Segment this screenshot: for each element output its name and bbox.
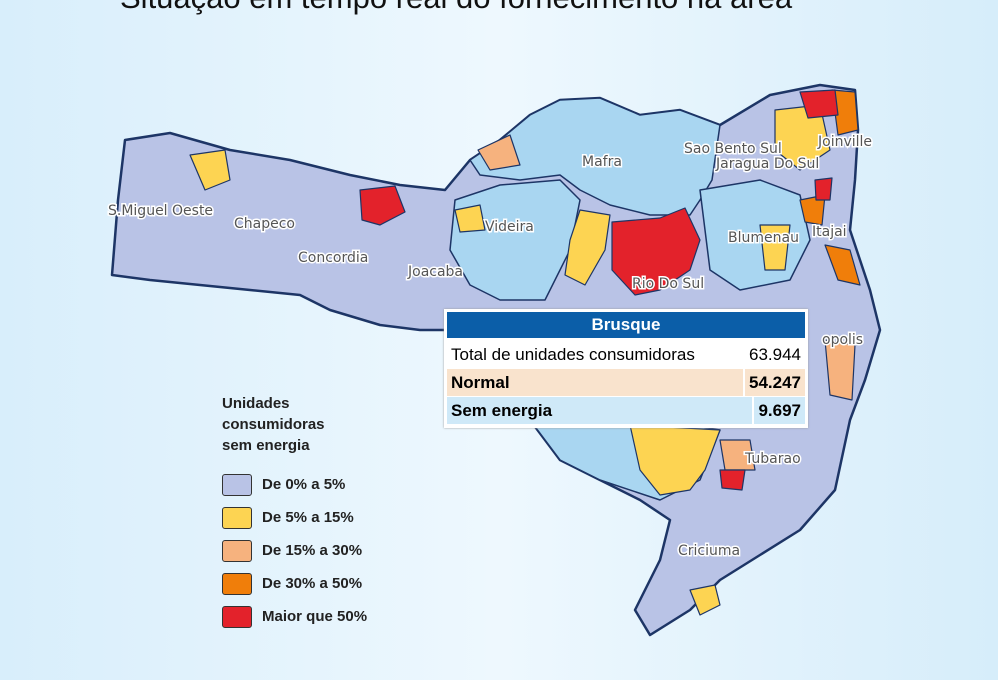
legend-label: De 15% a 30% <box>262 542 363 559</box>
legend-title-line: sem energia <box>222 437 310 454</box>
legend-label: De 30% a 50% <box>262 575 363 592</box>
legend-item: De 30% a 50% <box>222 567 367 600</box>
city-label: Rio Do Sul <box>632 276 704 292</box>
legend: Unidades consumidoras sem energia De 0% a … <box>222 393 367 633</box>
city-label: Criciuma <box>678 543 740 559</box>
tooltip-row: Normal 54.247 <box>447 369 805 396</box>
legend-swatch <box>222 506 252 529</box>
city-label: Concordia <box>298 250 368 266</box>
tooltip-row: Sem energia 9.697 <box>447 397 805 424</box>
city-label: Itajai <box>812 224 847 240</box>
legend-item: De 0% a 5% <box>222 468 367 501</box>
tooltip-label: Total de unidades consumidoras <box>451 345 695 364</box>
tooltip: Brusque Total de unidades consumidoras 63… <box>444 309 808 428</box>
state-map <box>110 83 882 637</box>
legend-title-line: Unidades <box>222 395 290 412</box>
tooltip-rows: Total de unidades consumidoras 63.944 Norm… <box>447 341 805 424</box>
city-label: Joinville <box>817 134 872 150</box>
legend-item: De 15% a 30% <box>222 534 367 567</box>
city-label: S.Miguel Oeste <box>108 203 213 219</box>
city-label: Chapeco <box>234 216 295 232</box>
legend-title: Unidades consumidoras sem energia <box>222 393 367 456</box>
legend-swatch <box>222 572 252 595</box>
tooltip-value: 9.697 <box>754 397 805 424</box>
legend-label: De 0% a 5% <box>262 476 346 493</box>
tooltip-title: Brusque <box>447 312 805 338</box>
city-label: Videira <box>485 219 534 235</box>
legend-item: De 5% a 15% <box>222 501 367 534</box>
legend-title-line: consumidoras <box>222 416 325 433</box>
tooltip-value: 63.944 <box>749 345 801 364</box>
legend-swatch <box>222 539 252 562</box>
tooltip-row: Total de unidades consumidoras 63.944 <box>447 341 805 368</box>
legend-swatch <box>222 605 252 628</box>
city-label: Mafra <box>582 154 622 170</box>
title: Situação em tempo real do fornecimento n… <box>120 0 793 15</box>
city-label: Jaragua Do Sul <box>715 156 819 172</box>
legend-label: De 5% a 15% <box>262 509 354 526</box>
legend-swatch <box>222 473 252 496</box>
city-label: Sao Bento Sul <box>684 141 782 157</box>
tooltip-label: Sem energia <box>447 397 753 424</box>
legend-item: Maior que 50% <box>222 600 367 633</box>
city-labels: S.Miguel Oeste Chapeco Concordia Joacaba Vid… <box>107 133 874 561</box>
legend-items: De 0% a 5% De 5% a 15% De 15% a 30% De 30% … <box>222 468 367 633</box>
city-label: Tubarao <box>744 451 801 467</box>
city-label: Blumenau <box>728 230 799 246</box>
city-label: opolis <box>822 332 863 348</box>
legend-label: Maior que 50% <box>262 608 368 625</box>
tooltip-value: 54.247 <box>745 369 805 396</box>
tooltip-label: Normal <box>447 369 743 396</box>
city-label: Joacaba <box>407 264 463 280</box>
